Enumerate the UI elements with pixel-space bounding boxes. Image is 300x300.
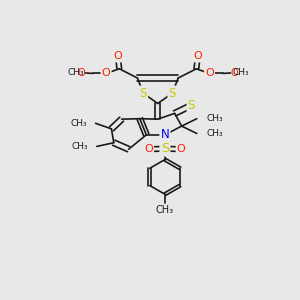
Text: O: O [205,68,214,78]
Text: CH₃: CH₃ [232,68,249,77]
Text: O: O [78,68,86,78]
Text: S: S [161,142,169,155]
Text: O: O [144,144,153,154]
Text: CH₃: CH₃ [206,114,223,123]
Text: S: S [169,87,176,100]
Text: S: S [140,87,147,100]
Text: N: N [160,128,169,141]
Text: O: O [230,68,238,78]
Text: O: O [113,51,122,61]
Text: CH₃: CH₃ [206,129,223,138]
Text: O: O [177,144,186,154]
Text: CH₃: CH₃ [67,68,84,77]
Text: CH₃: CH₃ [71,142,88,151]
Text: CH₃: CH₃ [156,205,174,215]
Text: CH₃: CH₃ [70,119,87,128]
Text: O: O [102,68,110,78]
Text: O: O [194,51,202,61]
Text: S: S [188,99,195,112]
